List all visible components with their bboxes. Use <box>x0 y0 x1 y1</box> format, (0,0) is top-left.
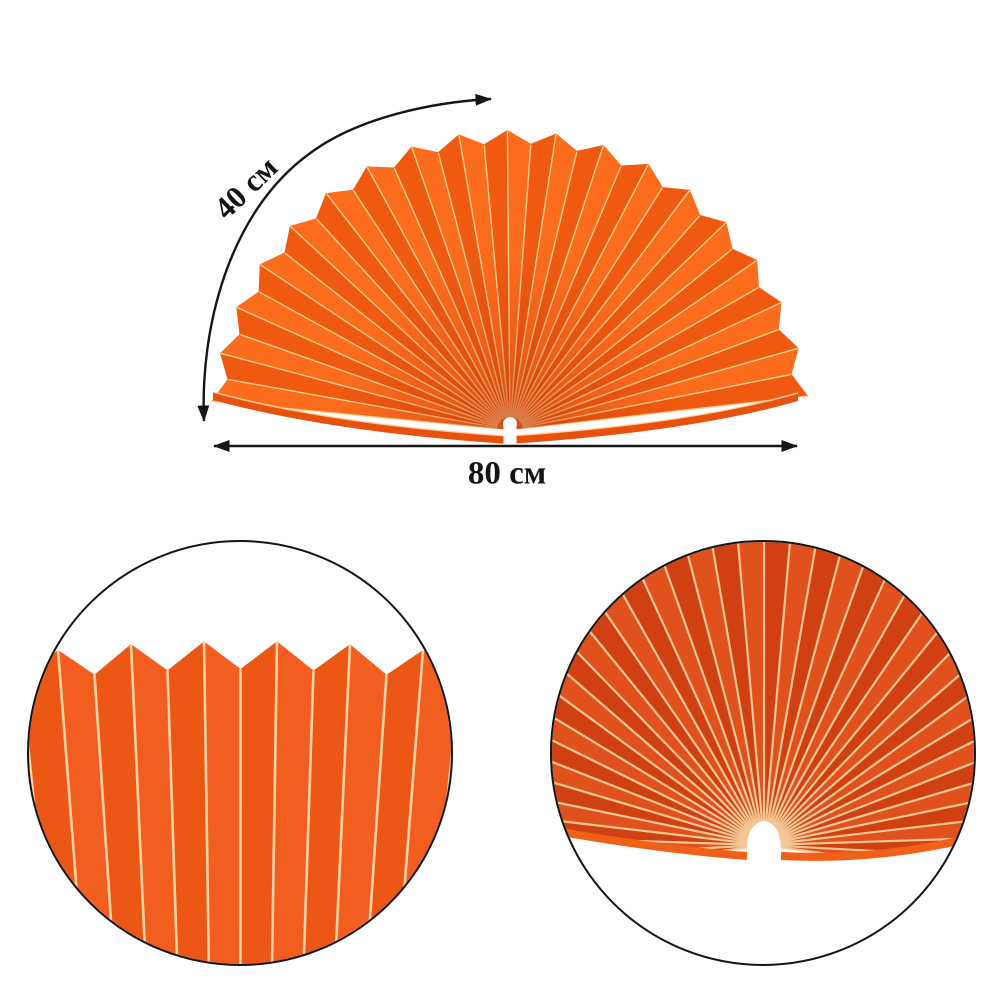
detail-circle-right <box>550 540 976 966</box>
detail-circle-left <box>27 540 453 966</box>
width-dimension-label: 80 см <box>467 455 547 492</box>
dimension-arc-arrow <box>197 93 492 422</box>
paper-fan <box>211 130 809 446</box>
